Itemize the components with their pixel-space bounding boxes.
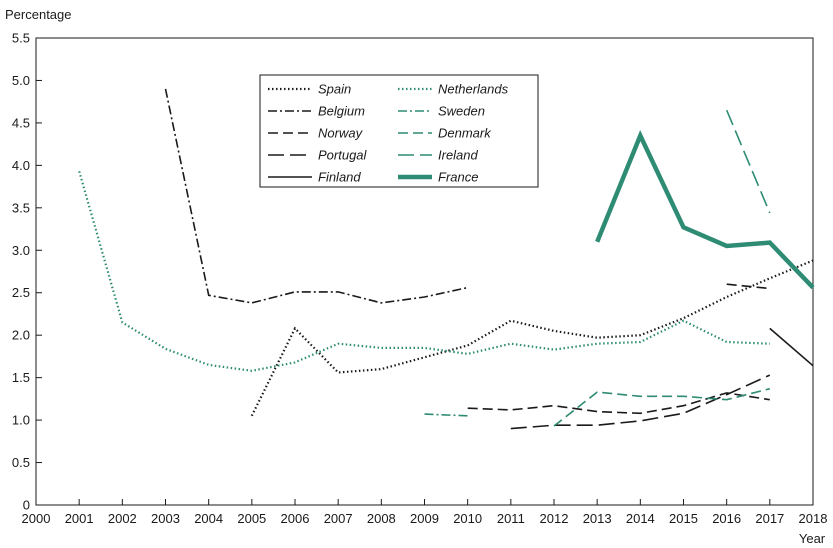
x-tick-label: 2017 bbox=[755, 511, 784, 526]
x-axis-title: Year bbox=[799, 531, 826, 546]
x-tick-label: 2009 bbox=[410, 511, 439, 526]
x-tick-label: 2013 bbox=[583, 511, 612, 526]
x-tick-label: 2007 bbox=[324, 511, 353, 526]
legend-label-portugal: Portugal bbox=[318, 148, 368, 163]
y-tick-label: 3.5 bbox=[12, 200, 30, 215]
series-line-denmark bbox=[553, 387, 770, 427]
x-tick-label: 2015 bbox=[669, 511, 698, 526]
legend-label-netherlands: Netherlands bbox=[438, 82, 509, 97]
x-tick-label: 2004 bbox=[194, 511, 223, 526]
series-line-portugal bbox=[510, 374, 771, 430]
legend-label-norway: Norway bbox=[318, 126, 364, 141]
x-tick-label: 2010 bbox=[453, 511, 482, 526]
legend-label-sweden: Sweden bbox=[438, 104, 485, 119]
y-tick-label: 2.5 bbox=[12, 285, 30, 300]
y-tick-label: 5.0 bbox=[12, 73, 30, 88]
x-tick-label: 2016 bbox=[712, 511, 741, 526]
legend-label-denmark: Denmark bbox=[438, 126, 492, 141]
x-tick-label: 2000 bbox=[22, 511, 51, 526]
x-tick-label: 2012 bbox=[540, 511, 569, 526]
series-line-ireland bbox=[725, 109, 771, 214]
y-tick-label: 2.0 bbox=[12, 328, 30, 343]
legend-label-finland: Finland bbox=[318, 170, 361, 185]
y-axis-title: Percentage bbox=[5, 7, 72, 22]
legend-label-belgium: Belgium bbox=[318, 104, 365, 119]
x-tick-label: 2018 bbox=[799, 511, 828, 526]
series-segment-norway bbox=[726, 283, 770, 290]
y-tick-label: 1.5 bbox=[12, 370, 30, 385]
legend: Spain Belgium Norway Portugal Finland Netherl… bbox=[259, 74, 539, 188]
x-tick-label: 2014 bbox=[626, 511, 655, 526]
series-line-norway bbox=[467, 392, 770, 415]
x-tick-label: 2003 bbox=[151, 511, 180, 526]
y-axis: 0 0.5 1.0 1.5 2.0 2.5 3.0 3.5 4.0 4.5 5.0 5.5 bbox=[12, 31, 42, 513]
y-tick-label: 1.0 bbox=[12, 413, 30, 428]
legend-label-france: France bbox=[438, 170, 478, 185]
x-axis: 2000 2001 2002 2003 2004 2005 2006 2007 2008 2009… bbox=[22, 499, 828, 526]
x-tick-label: 2001 bbox=[65, 511, 94, 526]
y-tick-label: 4.0 bbox=[12, 158, 30, 173]
series-line-netherlands bbox=[78, 170, 770, 372]
legend-box bbox=[259, 74, 539, 188]
series-layer bbox=[78, 88, 815, 430]
y-tick-label: 0 bbox=[23, 498, 30, 513]
y-tick-label: 0.5 bbox=[12, 455, 30, 470]
y-tick-label: 5.5 bbox=[12, 31, 30, 46]
x-tick-label: 2006 bbox=[281, 511, 310, 526]
x-tick-label: 2002 bbox=[108, 511, 137, 526]
x-tick-label: 2011 bbox=[497, 511, 525, 526]
series-line-sweden bbox=[424, 413, 468, 417]
y-tick-label: 4.5 bbox=[12, 115, 30, 130]
legend-label-ireland: Ireland bbox=[438, 148, 479, 163]
series-line-france bbox=[595, 129, 815, 290]
series-line-finland bbox=[769, 327, 814, 367]
x-tick-label: 2005 bbox=[237, 511, 266, 526]
y-tick-label: 3.0 bbox=[12, 243, 30, 258]
x-tick-label: 2008 bbox=[367, 511, 396, 526]
legend-label-spain: Spain bbox=[318, 82, 351, 97]
